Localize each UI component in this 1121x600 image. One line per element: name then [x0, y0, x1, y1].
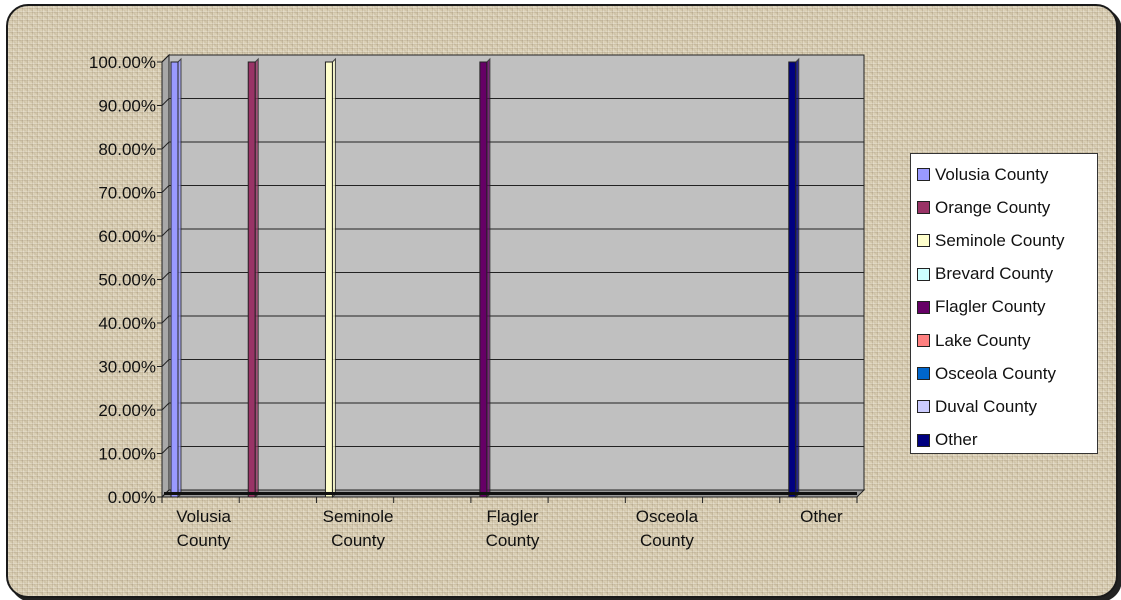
bar-volusia-county	[170, 61, 179, 498]
gridline-side	[161, 54, 170, 63]
bar-seminole-county	[324, 61, 333, 498]
gridline-side	[161, 185, 170, 193]
legend-label: Other	[935, 430, 978, 450]
x-tick-label: County	[331, 531, 385, 550]
legend-label: Osceola County	[935, 363, 1056, 383]
legend-label: Volusia County	[935, 164, 1049, 184]
gridline-side	[161, 228, 170, 237]
legend-swatch	[917, 400, 930, 414]
gridline-side	[161, 402, 170, 411]
x-tick-label: Seminole	[323, 507, 394, 526]
legend-swatch	[917, 267, 930, 281]
y-tick-label: 40.00%	[98, 314, 156, 333]
bar-side	[331, 57, 336, 499]
x-tick-label: County	[177, 531, 231, 550]
bar-other	[788, 61, 797, 498]
bar-flagler-county	[479, 61, 488, 498]
x-tick-label: Other	[800, 507, 843, 526]
legend-entry: Osceola County	[911, 357, 1097, 390]
legend-swatch	[917, 433, 930, 447]
legend-entry: Duval County	[911, 390, 1097, 423]
bar-side	[486, 57, 491, 499]
gridline-side	[161, 272, 170, 280]
legend-swatch	[917, 234, 930, 248]
legend-entry: Other	[911, 424, 1097, 457]
legend-label: Duval County	[935, 396, 1038, 416]
y-tick-label: 80.00%	[98, 140, 156, 159]
legend-entry: Flagler County	[911, 291, 1097, 324]
legend-swatch	[917, 334, 930, 348]
x-tick-label: Flagler	[487, 507, 539, 526]
y-tick-label: 70.00%	[98, 184, 156, 203]
y-tick-label: 100.00%	[89, 53, 156, 72]
legend-entry: Brevard County	[911, 258, 1097, 291]
gridline-side	[161, 98, 170, 106]
legend-swatch	[917, 168, 930, 182]
y-tick-label: 20.00%	[98, 401, 156, 420]
legend-entry: Volusia County	[911, 158, 1097, 191]
y-tick-label: 50.00%	[98, 271, 156, 290]
legend-label: Brevard County	[935, 264, 1054, 284]
y-tick-label: 60.00%	[98, 227, 156, 246]
legend-swatch	[917, 201, 930, 215]
legend-entry: Lake County	[911, 324, 1097, 357]
gridline-side	[161, 446, 170, 454]
y-tick-label: 30.00%	[98, 358, 156, 377]
y-tick-label: 10.00%	[98, 445, 156, 464]
legend-label: Seminole County	[935, 230, 1065, 250]
gridline-side	[161, 315, 170, 324]
bar-side	[254, 57, 259, 499]
y-tick-label: 0.00%	[108, 488, 156, 507]
gridline-side	[161, 141, 170, 150]
chart-legend: Volusia County Orange County Seminole Coun…	[910, 153, 1098, 454]
legend-swatch	[917, 300, 930, 314]
bar-orange-county	[247, 61, 256, 498]
x-tick-label: Volusia	[176, 507, 231, 526]
legend-label: Lake County	[935, 330, 1031, 350]
legend-label: Orange County	[935, 197, 1051, 217]
gridline-side	[161, 359, 170, 367]
x-tick-label: Osceola	[636, 507, 699, 526]
legend-entry: Seminole County	[911, 224, 1097, 257]
legend-entry: Orange County	[911, 191, 1097, 224]
y-tick-label: 90.00%	[98, 97, 156, 116]
bar-chart: 0.00% 10.00% 20.00% 30.00% 40.00% 50.00% 60.00…	[89, 53, 866, 550]
legend-swatch	[917, 367, 930, 381]
legend-label: Flagler County	[935, 297, 1046, 317]
x-tick-label: County	[640, 531, 694, 550]
x-tick-label: County	[486, 531, 540, 550]
bar-side	[795, 57, 800, 499]
bar-side	[177, 57, 182, 499]
chart-frame: 0.00% 10.00% 20.00% 30.00% 40.00% 50.00% 60.00…	[6, 4, 1118, 598]
